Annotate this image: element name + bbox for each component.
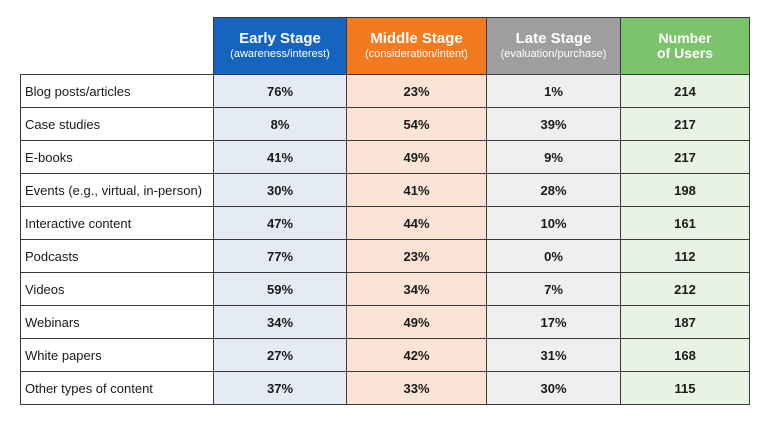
- content-stage-table: Early Stage (awareness/interest) Middle …: [20, 17, 750, 405]
- cell-middle: 49%: [346, 140, 487, 174]
- cell-middle: 23%: [346, 74, 487, 108]
- table-row: Interactive content 47% 44% 10% 161: [20, 206, 750, 240]
- table-row: Videos 59% 34% 7% 212: [20, 272, 750, 306]
- table-row: White papers 27% 42% 31% 168: [20, 338, 750, 372]
- cell-late: 17%: [486, 305, 621, 339]
- cell-early: 37%: [213, 371, 347, 405]
- row-label: E-books: [20, 140, 214, 174]
- cell-early: 76%: [213, 74, 347, 108]
- cell-late: 7%: [486, 272, 621, 306]
- header-late-subtitle: (evaluation/purchase): [500, 48, 607, 60]
- cell-early: 41%: [213, 140, 347, 174]
- cell-users: 115: [620, 371, 750, 405]
- table-row: Events (e.g., virtual, in-person) 30% 41% 2…: [20, 173, 750, 207]
- row-label: Podcasts: [20, 239, 214, 273]
- header-early-title: Early Stage: [239, 30, 321, 47]
- cell-late: 10%: [486, 206, 621, 240]
- row-label: Webinars: [20, 305, 214, 339]
- table-row: Podcasts 77% 23% 0% 112: [20, 239, 750, 273]
- cell-middle: 33%: [346, 371, 487, 405]
- header-middle-stage: Middle Stage (consideration/intent): [346, 17, 487, 75]
- cell-users: 112: [620, 239, 750, 273]
- header-early-subtitle: (awareness/interest): [230, 48, 330, 60]
- cell-users: 198: [620, 173, 750, 207]
- cell-users: 217: [620, 107, 750, 141]
- table-row: Webinars 34% 49% 17% 187: [20, 305, 750, 339]
- row-label: Blog posts/articles: [20, 74, 214, 108]
- header-late-title: Late Stage: [515, 30, 592, 47]
- header-early-stage: Early Stage (awareness/interest): [213, 17, 347, 75]
- cell-early: 59%: [213, 272, 347, 306]
- cell-early: 30%: [213, 173, 347, 207]
- cell-early: 47%: [213, 206, 347, 240]
- cell-late: 0%: [486, 239, 621, 273]
- cell-late: 31%: [486, 338, 621, 372]
- cell-middle: 41%: [346, 173, 487, 207]
- cell-middle: 44%: [346, 206, 487, 240]
- cell-early: 8%: [213, 107, 347, 141]
- cell-middle: 49%: [346, 305, 487, 339]
- cell-users: 217: [620, 140, 750, 174]
- row-label: Other types of content: [20, 371, 214, 405]
- cell-middle: 42%: [346, 338, 487, 372]
- cell-late: 28%: [486, 173, 621, 207]
- header-middle-title: Middle Stage: [370, 30, 463, 47]
- table-row: Case studies 8% 54% 39% 217: [20, 107, 750, 141]
- header-users-line2: of Users: [656, 45, 714, 61]
- cell-users: 187: [620, 305, 750, 339]
- cell-middle: 34%: [346, 272, 487, 306]
- header-late-stage: Late Stage (evaluation/purchase): [486, 17, 621, 75]
- cell-early: 34%: [213, 305, 347, 339]
- cell-late: 30%: [486, 371, 621, 405]
- cell-middle: 23%: [346, 239, 487, 273]
- table-row: Other types of content 37% 33% 30% 115: [20, 371, 750, 405]
- row-label: Interactive content: [20, 206, 214, 240]
- cell-users: 214: [620, 74, 750, 108]
- cell-middle: 54%: [346, 107, 487, 141]
- table-corner: [20, 17, 214, 75]
- table-row: E-books 41% 49% 9% 217: [20, 140, 750, 174]
- cell-late: 39%: [486, 107, 621, 141]
- table-row: Blog posts/articles 76% 23% 1% 214: [20, 74, 750, 108]
- row-label: Videos: [20, 272, 214, 306]
- cell-late: 9%: [486, 140, 621, 174]
- row-label: Events (e.g., virtual, in-person): [20, 173, 214, 207]
- cell-users: 212: [620, 272, 750, 306]
- table-body: Blog posts/articles 76% 23% 1% 214 Case studi…: [20, 74, 750, 405]
- row-label: Case studies: [20, 107, 214, 141]
- row-label: White papers: [20, 338, 214, 372]
- header-number-of-users: Number of Users: [620, 17, 750, 75]
- header-users-line1: Number: [658, 30, 712, 46]
- cell-users: 161: [620, 206, 750, 240]
- cell-users: 168: [620, 338, 750, 372]
- header-middle-subtitle: (consideration/intent): [365, 48, 468, 60]
- cell-early: 77%: [213, 239, 347, 273]
- cell-late: 1%: [486, 74, 621, 108]
- cell-early: 27%: [213, 338, 347, 372]
